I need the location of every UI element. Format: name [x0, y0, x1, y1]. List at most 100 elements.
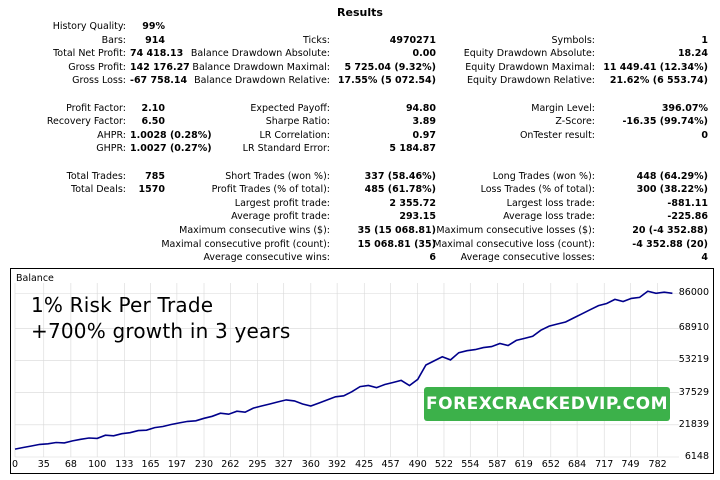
- chart-label: Balance: [16, 273, 54, 284]
- stat-label: Short Trades (won %):: [225, 170, 330, 182]
- stat-label: OnTester result:: [519, 129, 595, 141]
- stat-value: 0.00: [412, 48, 436, 60]
- results-row: Total Trades: 785 Short Trades (won %): 337…: [0, 170, 720, 183]
- stat-value: 0.97: [412, 129, 436, 141]
- x-tick-label: 425: [355, 459, 374, 470]
- stat-label: Maximal consecutive loss (count):: [433, 238, 595, 250]
- results-row: Average consecutive wins: 6 Average consec…: [0, 251, 720, 264]
- stat-value: 0: [701, 129, 708, 141]
- stat-value: 396.07%: [661, 102, 708, 114]
- stat-label: LR Standard Error:: [242, 143, 330, 155]
- stat-value: 4: [701, 252, 708, 264]
- stat-label: Recovery Factor:: [46, 116, 126, 128]
- stat-value: -4 352.88 (20): [632, 238, 708, 250]
- stat-value: 5 184.87: [389, 143, 436, 155]
- x-tick-label: 262: [221, 459, 240, 470]
- x-tick-label: 35: [37, 459, 50, 470]
- x-tick-label: 0: [11, 459, 19, 470]
- balance-chart: Balance 1% Risk Per Trade +700% growth i…: [10, 268, 714, 474]
- stat-value: 11 449.41 (12.34%): [603, 61, 708, 73]
- results-row: Maximum consecutive wins ($): 35 (15 068.…: [0, 224, 720, 237]
- x-tick-label: 652: [541, 459, 560, 470]
- stat-label: Maximum consecutive wins ($):: [179, 225, 330, 236]
- stat-label: AHPR:: [97, 129, 126, 141]
- stat-label: Symbols:: [551, 34, 595, 46]
- y-tick-label: 21839: [678, 418, 709, 430]
- results-row: Recovery Factor: 6.50 Sharpe Ratio: 3.89 Z-S…: [0, 115, 720, 128]
- stat-value: 785: [145, 170, 165, 182]
- results-row: Gross Loss: -67 758.14 Balance Drawdown Re…: [0, 74, 720, 87]
- stat-label: Maximum consecutive losses ($):: [436, 225, 595, 236]
- stat-value: 35 (15 068.81): [357, 225, 436, 236]
- results-row: Largest profit trade: 2 355.72 Largest los…: [0, 197, 720, 210]
- stat-value: 17.55% (5 072.54): [337, 75, 436, 87]
- stat-label: Total Trades:: [66, 170, 126, 182]
- stat-label: Maximal consecutive profit (count):: [161, 238, 330, 250]
- growth-caption: +700% growth in 3 years: [31, 319, 291, 343]
- results-row: Total Deals: 1570 Profit Trades (% of tota…: [0, 183, 720, 196]
- x-tick-label: 197: [167, 459, 186, 470]
- results-row: Maximal consecutive profit (count): 15 06…: [0, 238, 720, 251]
- stat-value: 2.10: [141, 102, 165, 114]
- stat-value: 5 725.04 (9.32%): [344, 61, 436, 73]
- results-row: Total Net Profit: 74 418.13 Balance Drawdo…: [0, 47, 720, 60]
- x-tick-label: 100: [88, 459, 107, 470]
- results-row: [0, 156, 720, 169]
- stat-value: 6.50: [141, 116, 165, 128]
- x-tick-label: 133: [115, 459, 134, 470]
- x-tick-label: 230: [194, 459, 214, 470]
- stat-label: Largest profit trade:: [234, 197, 330, 209]
- stat-value: 94.80: [405, 102, 436, 114]
- y-tick-label: 86000: [678, 287, 709, 299]
- results-row: Gross Profit: 142 176.27 Balance Drawdown …: [0, 61, 720, 74]
- y-tick-label: 68910: [678, 322, 709, 334]
- stat-value: 99%: [142, 21, 165, 32]
- site-banner: FOREXCRACKEDVIP.COM: [424, 387, 670, 421]
- stat-label: Sharpe Ratio:: [265, 116, 330, 128]
- y-tick-label: 53219: [678, 354, 709, 366]
- stat-label: GHPR:: [96, 143, 126, 155]
- results-title: Results: [337, 6, 383, 19]
- stat-label: Average loss trade:: [503, 211, 595, 223]
- stat-label: Total Deals:: [71, 184, 126, 196]
- stat-value: 337 (58.46%): [364, 170, 436, 182]
- stat-label: Equity Drawdown Absolute:: [463, 48, 595, 60]
- x-tick-label: 782: [648, 459, 667, 470]
- stat-label: Balance Drawdown Relative:: [194, 75, 330, 87]
- x-tick-label: 717: [595, 459, 614, 470]
- x-tick-label: 587: [488, 459, 507, 470]
- stat-value: 15 068.81 (35): [357, 238, 436, 250]
- x-tick-label: 392: [328, 459, 347, 470]
- stat-value: 4970271: [389, 34, 436, 46]
- x-tick-label: 295: [248, 459, 267, 470]
- stat-value: 3.89: [412, 116, 436, 128]
- balance-chart-svg: [14, 283, 679, 458]
- x-tick-label: 490: [408, 459, 427, 470]
- stat-value: 1570: [138, 184, 165, 196]
- balance-line: [14, 290, 673, 450]
- stat-label: Ticks:: [302, 34, 330, 46]
- stat-label: Bars:: [101, 34, 126, 46]
- results-row: Average profit trade: 293.15 Average loss …: [0, 210, 720, 223]
- results-row: Profit Factor: 2.10 Expected Payoff: 94.80 M…: [0, 102, 720, 115]
- stat-label: Gross Profit:: [68, 61, 126, 73]
- stat-value: -881.11: [667, 197, 708, 209]
- stat-label: Loss Trades (% of total):: [480, 184, 595, 196]
- stat-label: LR Correlation:: [259, 129, 331, 141]
- results-row: GHPR: 1.0027 (0.27%) LR Standard Error: 5 1…: [0, 142, 720, 155]
- stat-value: -225.86: [667, 211, 708, 223]
- x-tick-label: 749: [621, 459, 640, 470]
- stat-label: Largest loss trade:: [506, 197, 595, 209]
- stat-label: Expected Payoff:: [250, 102, 330, 114]
- stat-value: 485 (61.78%): [364, 184, 436, 196]
- x-tick-label: 68: [64, 459, 77, 470]
- x-tick-label: 554: [461, 459, 480, 470]
- stat-value: 20 (-4 352.88): [632, 225, 708, 236]
- stat-value: 6: [429, 252, 436, 264]
- stat-label: Balance Drawdown Maximal:: [192, 61, 330, 73]
- results-row: [0, 88, 720, 101]
- x-tick-label: 165: [141, 459, 160, 470]
- stat-label: Margin Level:: [531, 102, 595, 114]
- stat-value: 1: [701, 34, 708, 46]
- stat-label: Z-Score:: [555, 116, 595, 128]
